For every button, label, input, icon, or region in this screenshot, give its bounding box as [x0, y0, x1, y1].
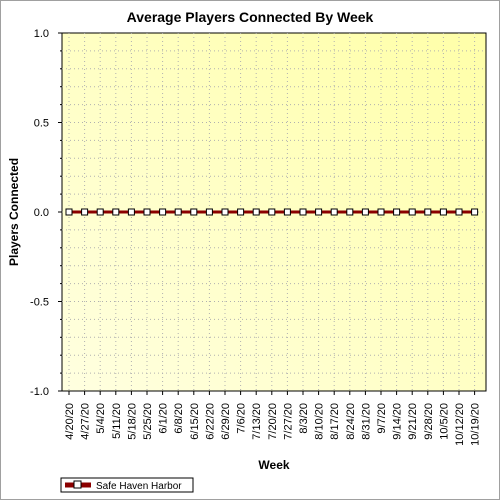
- y-axis-title: Players Connected: [7, 158, 21, 266]
- x-tick-label: 4/20/20: [64, 403, 76, 440]
- x-tick-label: 4/27/20: [80, 403, 92, 440]
- y-tick-label: 0.5: [34, 118, 49, 130]
- x-tick-label: 8/31/20: [360, 403, 372, 440]
- data-point-marker: [190, 208, 198, 216]
- x-tick-label: 5/11/20: [111, 403, 123, 439]
- legend: Safe Haven Harbor: [60, 477, 194, 493]
- data-point-marker: [237, 208, 245, 216]
- legend-box: [60, 477, 194, 493]
- y-tick-label: 0.0: [34, 207, 49, 219]
- data-point-marker: [439, 208, 447, 216]
- x-tick-label: 6/1/20: [158, 403, 170, 434]
- data-point-marker: [377, 208, 385, 216]
- data-point-marker: [330, 208, 338, 216]
- x-tick-label: 7/6/20: [236, 403, 248, 434]
- data-point-marker: [299, 208, 307, 216]
- legend-marker-swatch: [73, 480, 82, 489]
- x-tick-label: 8/10/20: [314, 403, 326, 440]
- data-point-marker: [127, 208, 135, 216]
- data-point-marker: [424, 208, 432, 216]
- data-point-marker: [143, 208, 151, 216]
- x-tick-label: 9/14/20: [392, 403, 404, 440]
- x-tick-label: 9/21/20: [407, 403, 419, 440]
- x-tick-label: 7/20/20: [267, 403, 279, 440]
- x-tick-label: 9/28/20: [423, 403, 435, 440]
- chart-title: Average Players Connected By Week: [127, 9, 374, 25]
- grid-lines: [62, 33, 486, 391]
- data-point-marker: [283, 208, 291, 216]
- x-tick-label: 5/4/20: [95, 403, 107, 434]
- data-point-marker: [268, 208, 276, 216]
- data-point-marker: [252, 208, 260, 216]
- x-tick-label: 9/7/20: [376, 403, 388, 434]
- data-point-marker: [174, 208, 182, 216]
- data-point-marker: [346, 208, 354, 216]
- y-tick-label: -1.0: [30, 386, 49, 398]
- x-tick-label: 8/3/20: [298, 403, 310, 434]
- y-tick-label: 1.0: [34, 28, 49, 40]
- x-tick-label: 5/25/20: [142, 403, 154, 440]
- data-point-marker: [315, 208, 323, 216]
- x-axis-ticks: 4/20/20 4/27/20 5/4/20 5/11/20 5/18/20 5/25/2…: [64, 391, 482, 446]
- data-point-marker: [205, 208, 213, 216]
- x-tick-label: 8/17/20: [329, 403, 341, 440]
- data-point-marker: [65, 208, 73, 216]
- x-tick-label: 10/12/20: [454, 403, 466, 446]
- data-point-marker: [455, 208, 463, 216]
- data-point-marker: [81, 208, 89, 216]
- data-point-marker: [471, 208, 479, 216]
- y-tick-label: -0.5: [30, 297, 49, 309]
- legend-label: Safe Haven Harbor: [96, 481, 182, 492]
- x-tick-label: 6/8/20: [173, 403, 185, 434]
- x-tick-label: 7/13/20: [251, 403, 263, 440]
- data-point-marker: [408, 208, 416, 216]
- x-tick-label: 6/22/20: [204, 403, 216, 440]
- x-tick-label: 6/15/20: [189, 403, 201, 440]
- x-tick-label: 10/5/20: [438, 403, 450, 440]
- series-layer: [65, 208, 479, 216]
- data-point-marker: [159, 208, 167, 216]
- x-tick-label: 8/24/20: [345, 403, 357, 440]
- data-point-marker: [393, 208, 401, 216]
- x-tick-label: 10/19/20: [470, 403, 482, 446]
- data-point-marker: [221, 208, 229, 216]
- x-tick-label: 7/27/20: [282, 403, 294, 440]
- y-axis-ticks: 1.0 0.5 0.0 -0.5 -1.0: [30, 28, 62, 398]
- data-point-marker: [96, 208, 104, 216]
- data-point-marker: [112, 208, 120, 216]
- x-tick-label: 6/29/20: [220, 403, 232, 440]
- x-axis-title: Week: [258, 458, 289, 472]
- data-point-marker: [361, 208, 369, 216]
- x-tick-label: 5/18/20: [126, 403, 138, 440]
